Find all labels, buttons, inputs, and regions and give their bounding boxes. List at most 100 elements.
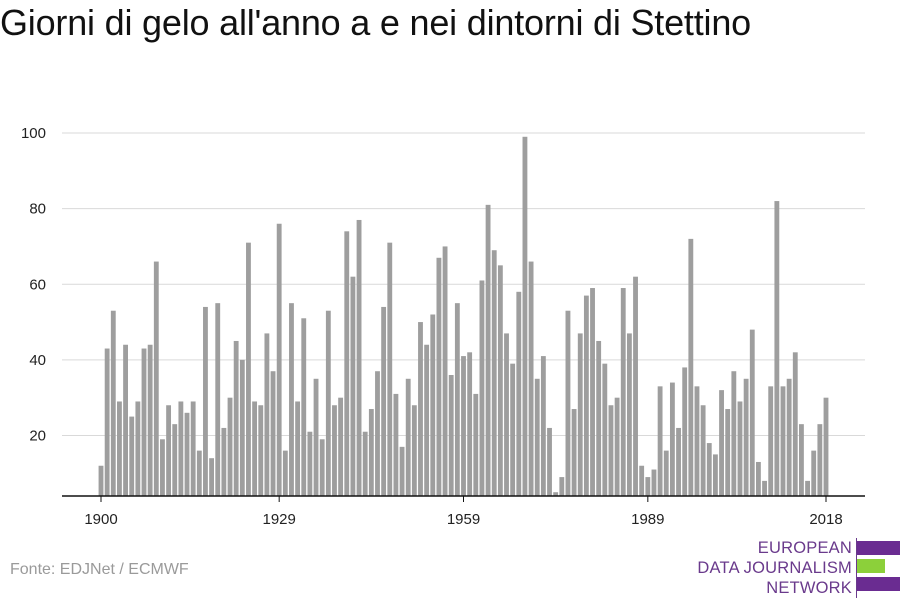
bar-1912 [172,424,178,496]
bar-1959 [461,356,466,496]
y-tick-label: 40 [29,352,46,369]
bar-1981 [596,340,602,496]
bar-1949 [399,446,405,496]
bar-1925 [252,401,258,496]
bar-1962 [479,280,485,496]
logo-separator [856,538,857,598]
bar-1945 [375,371,380,496]
bar-1915 [190,401,196,496]
bar-1965 [497,265,503,496]
bar-1985 [620,288,626,496]
bar-1900 [98,465,104,496]
bar-1933 [301,318,307,496]
bar-1938 [332,405,337,496]
bar-1999 [706,443,712,496]
bar-1930 [282,450,288,496]
bar-1910 [160,439,165,496]
bar-1964 [491,250,497,496]
bar-1939 [338,397,344,496]
bar-1906 [135,401,141,496]
bar-2009 [768,386,774,496]
bar-1905 [129,416,135,496]
y-tick-label: 80 [29,201,46,218]
bar-1924 [246,242,251,496]
bar-1976 [565,310,571,496]
bar-1969 [522,136,528,496]
bar-1921 [227,397,233,496]
bar-1978 [577,333,583,496]
bar-2018 [823,397,829,496]
bar-1947 [387,242,393,496]
bar-1991 [657,386,663,496]
logo-bar-bottom [857,577,900,591]
bar-1974 [553,492,559,496]
bar-2006 [749,329,755,496]
logo-line-3: NETWORK [766,579,852,597]
bar-2008 [762,480,767,496]
bar-1926 [258,405,264,496]
bar-1979 [583,295,589,496]
bar-2011 [780,386,786,496]
bar-1901 [104,348,110,496]
bar-1927 [264,333,270,496]
bar-1955 [436,257,442,496]
bar-1940 [344,231,350,496]
bar-1993 [669,382,675,496]
bar-1967 [510,363,516,496]
bar-1958 [454,303,460,496]
bar-2003 [731,371,737,496]
bar-2017 [817,424,823,496]
bar-1916 [196,450,202,496]
bar-1908 [147,344,153,496]
bar-1952 [418,322,423,496]
bar-1983 [608,405,614,496]
bar-1922 [233,340,239,496]
bar-1957 [448,375,454,496]
bar-1954 [430,314,436,496]
bar-1971 [534,378,540,496]
bar-1953 [424,344,430,496]
bar-2007 [755,461,761,496]
bar-2016 [811,450,817,496]
bar-1934 [307,431,313,496]
logo-bar-top [857,541,900,555]
bar-1936 [319,439,325,496]
bar-2015 [805,480,810,496]
bar-1944 [368,409,374,496]
y-tick-label: 20 [29,428,46,445]
chart-title: Giorni di gelo all'anno a e nei dintorni… [0,2,751,43]
bar-2014 [799,424,804,496]
bar-1929 [276,223,282,496]
bar-1914 [184,412,190,496]
bar-1995 [682,367,688,496]
bar-1942 [356,219,362,496]
bar-1907 [141,348,147,496]
bar-1986 [626,333,632,496]
bar-1943 [362,431,368,496]
bar-1911 [166,405,172,496]
bar-1903 [117,401,122,496]
bar-2004 [737,401,743,496]
bar-1948 [393,393,399,496]
x-tick-label: 1900 [84,511,117,528]
bar-1972 [540,356,546,496]
bar-1950 [405,378,411,496]
logo-text: EUROPEAN DATA JOURNALISM NETWORK [697,538,852,598]
x-tick-label: 1959 [447,511,480,528]
bar-1973 [547,427,552,496]
bar-1968 [516,291,522,496]
bar-1963 [485,204,491,496]
bar-2000 [712,454,718,496]
bar-1919 [215,303,221,496]
y-axis-ticks: 20 40 60 80 100 [21,125,46,445]
bar-1951 [411,405,417,496]
x-tick-label: 2018 [809,511,842,528]
edjnet-logo[interactable]: EUROPEAN DATA JOURNALISM NETWORK [697,538,900,598]
bar-1982 [602,363,608,496]
logo-line-1: EUROPEAN [757,539,852,557]
bar-1966 [504,333,509,496]
bar-2002 [725,409,731,496]
bar-1928 [270,371,276,496]
bar-1931 [289,303,294,496]
x-tick-label: 1929 [262,511,295,528]
